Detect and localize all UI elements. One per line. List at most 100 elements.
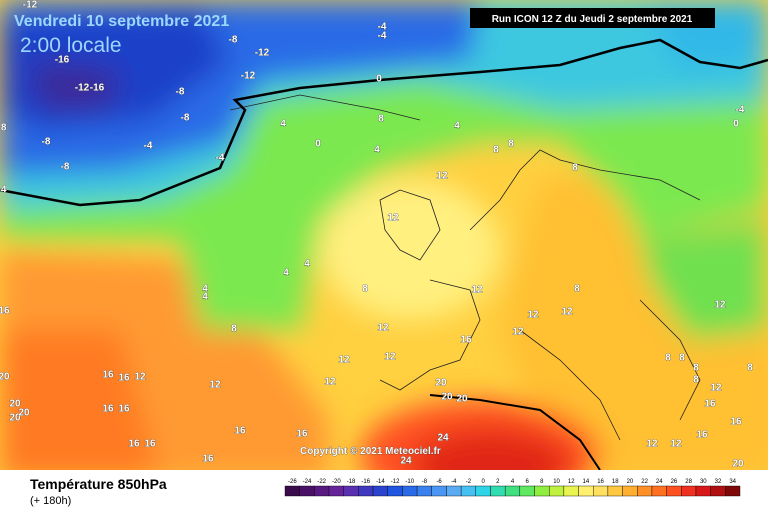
colorbar-label: -26 — [288, 479, 297, 485]
contour-label: 16 — [102, 404, 114, 415]
contour-label: 4 — [304, 259, 310, 270]
colorbar-label: 4 — [511, 479, 515, 485]
color-swatch — [534, 485, 550, 497]
contour-label: 16 — [704, 399, 716, 410]
contour-label: 16 — [696, 430, 708, 441]
contour-label: 16 — [128, 439, 140, 450]
contour-label: -4 — [736, 105, 745, 116]
color-swatch — [343, 485, 359, 497]
color-swatch — [387, 485, 403, 497]
isotherm-24 — [429, 394, 601, 470]
color-swatch — [416, 485, 432, 497]
contour-label: 16 — [0, 306, 10, 317]
copyright: Copyright © 2021 Meteociel.fr — [300, 446, 441, 457]
contour-label: 20 — [732, 459, 744, 470]
color-swatch — [328, 485, 344, 497]
colorbar-label: -18 — [347, 479, 356, 485]
color-swatch — [504, 485, 521, 497]
colorbar-label: 34 — [729, 479, 736, 485]
contour-label: -12 — [241, 71, 256, 82]
contour-label: 8 — [747, 363, 753, 374]
color-swatch — [460, 485, 477, 497]
contour-label: 12 — [471, 285, 483, 296]
contour-label: 12 — [670, 439, 682, 450]
contour-label: 8 — [679, 353, 685, 364]
contour-label: 12 — [646, 439, 658, 450]
contour-label: 12 — [387, 213, 399, 224]
colorbar-label: 10 — [553, 479, 560, 485]
contour-label: 12 — [384, 352, 396, 363]
contour-label: -4 — [216, 153, 225, 164]
contour-label: 12 — [338, 355, 350, 366]
color-swatch — [431, 485, 447, 497]
contour-label: 16 — [118, 404, 130, 415]
contour-label: 20 — [435, 378, 447, 389]
contour-label: -8 — [181, 113, 190, 124]
color-swatch — [284, 485, 300, 497]
contour-label: 12 — [324, 377, 336, 388]
colorbar-label: 20 — [627, 479, 634, 485]
contour-label: -8 — [229, 35, 238, 46]
colorbar-label: 0 — [481, 479, 485, 485]
contour-label: -8 — [176, 87, 185, 98]
contour-label: 16 — [118, 373, 130, 384]
contour-label: 8 — [693, 375, 699, 386]
colorbar-label: -12 — [391, 479, 400, 485]
colorbar-label: -24 — [303, 479, 312, 485]
color-swatch — [446, 485, 462, 497]
color-swatch — [402, 485, 418, 497]
contour-label: 4 — [374, 145, 380, 156]
contour-label: -16 — [55, 55, 70, 66]
contour-label: 8 — [362, 284, 368, 295]
color-swatch — [314, 485, 330, 497]
contour-label: 12 — [436, 171, 448, 182]
contour-label: 12 — [377, 323, 389, 334]
color-swatch — [563, 485, 579, 497]
contour-label: 12 — [714, 300, 726, 311]
colorbar-label: 14 — [583, 479, 590, 485]
colorbar-label: 18 — [612, 479, 619, 485]
isotherm-0 — [0, 38, 768, 207]
contour-label: 4 — [283, 268, 289, 279]
contour-label: 20 — [0, 372, 10, 383]
legend-subtitle: (+ 180h) — [30, 495, 71, 507]
contour-label: 24 — [437, 433, 449, 444]
color-swatch — [651, 485, 667, 497]
colorbar-label: 24 — [656, 479, 663, 485]
colorbar-label: 22 — [641, 479, 648, 485]
contour-label: 4 — [454, 121, 460, 132]
contour-label: 12 — [209, 380, 221, 391]
color-swatch — [710, 485, 726, 497]
contour-label: 20 — [456, 394, 468, 405]
contour-label: 8 — [572, 163, 578, 174]
contour-label: -12 — [75, 83, 90, 94]
contour-label: -12 — [23, 0, 38, 11]
contour-label: 8 — [378, 114, 384, 125]
colorbar-label: 32 — [715, 479, 722, 485]
time: 2:00 locale — [20, 34, 122, 57]
contour-label: -4 — [0, 185, 7, 196]
contour-label: 12 — [527, 310, 539, 321]
colorbar-label: -20 — [332, 479, 341, 485]
run: Run ICON 12 Z du Jeudi 2 septembre 2021 — [492, 14, 693, 25]
contour-label: 0 — [733, 119, 739, 130]
contour-label: 16 — [730, 417, 742, 428]
contour-label: 8 — [693, 363, 699, 374]
contour-label: 12 — [710, 383, 722, 394]
colorbar-label: -6 — [436, 479, 442, 485]
colorbar-label: 8 — [540, 479, 544, 485]
contour-label: 24 — [400, 456, 412, 467]
contour-label: 12 — [134, 372, 146, 383]
color-swatch — [695, 485, 711, 497]
colorbar-label: 26 — [671, 479, 678, 485]
color-swatch — [593, 485, 609, 497]
contour-label: 16 — [296, 429, 308, 440]
color-swatch — [490, 485, 506, 497]
contour-label: -16 — [90, 83, 105, 94]
colorbar-label: -14 — [376, 479, 385, 485]
contour-label: 16 — [144, 439, 156, 450]
contour-label: 0 — [376, 74, 382, 85]
contour-label: -8 — [0, 123, 7, 134]
color-swatch — [637, 485, 653, 497]
